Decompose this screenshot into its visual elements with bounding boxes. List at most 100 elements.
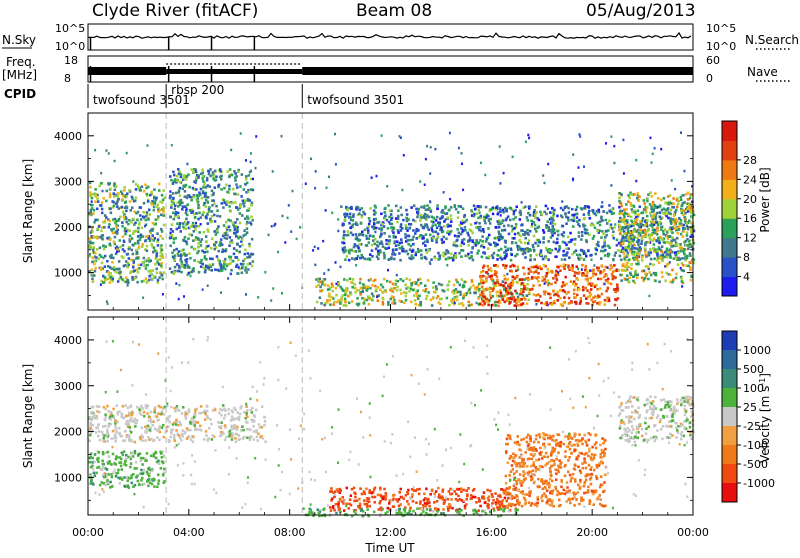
- power-cell: [380, 229, 383, 232]
- power-cell: [683, 224, 686, 227]
- power-cell: [597, 230, 600, 233]
- power-cell: [588, 210, 591, 213]
- power-cell: [567, 216, 570, 219]
- power-cell: [137, 271, 140, 274]
- velocity-cell: [114, 440, 117, 443]
- power-cell: [563, 268, 566, 271]
- power-cell: [646, 215, 649, 218]
- velocity-cell: [163, 413, 166, 416]
- power-cell: [554, 223, 557, 226]
- velocity-cell: [136, 419, 139, 422]
- power-cell: [597, 269, 600, 272]
- velocity-cell: [92, 424, 95, 427]
- power-cell: [236, 186, 239, 189]
- power-cell: [126, 206, 129, 209]
- power-cell: [101, 208, 104, 211]
- power-cell: [377, 253, 379, 256]
- power-cell: [94, 260, 97, 263]
- power-cell: [195, 181, 197, 184]
- power-cell: [342, 223, 345, 226]
- power-cell: [449, 225, 452, 228]
- power-cell: [524, 248, 527, 251]
- power-cell: [178, 298, 180, 301]
- power-cell: [683, 216, 686, 219]
- power-cell: [478, 288, 481, 291]
- power-cell: [496, 291, 499, 294]
- power-cell: [522, 290, 525, 293]
- power-cell: [519, 210, 522, 213]
- power-cell: [220, 269, 223, 272]
- power-cell: [109, 281, 112, 284]
- velocity-cell: [137, 453, 140, 456]
- power-cell: [127, 281, 129, 284]
- power-cell: [374, 206, 377, 209]
- power-cell: [156, 252, 159, 255]
- power-cell: [173, 238, 176, 241]
- velocity-cell: [170, 429, 173, 432]
- velocity-cell: [102, 463, 105, 466]
- power-cell: [350, 293, 353, 296]
- power-cell: [178, 270, 181, 273]
- power-cell: [201, 238, 204, 241]
- power-cell: [461, 163, 463, 166]
- power-cell: [88, 245, 91, 248]
- velocity-cell: [131, 452, 134, 455]
- power-cell: [335, 163, 337, 166]
- power-cell: [365, 235, 368, 238]
- power-cell: [630, 220, 633, 223]
- power-cell: [369, 235, 372, 238]
- power-cell: [504, 246, 507, 249]
- power-cell: [597, 222, 600, 225]
- power-cell: [397, 280, 400, 283]
- power-cell: [641, 259, 644, 262]
- power-cell: [464, 229, 467, 232]
- power-cell: [148, 257, 151, 260]
- power-cell: [247, 198, 250, 201]
- power-cell: [687, 208, 690, 211]
- power-cell: [464, 226, 467, 229]
- power-cell: [623, 239, 626, 242]
- power-cell: [496, 265, 499, 268]
- power-cell: [211, 269, 214, 272]
- power-cell: [368, 303, 371, 306]
- power-cell: [601, 266, 604, 269]
- power-cell: [125, 276, 128, 279]
- power-cell: [238, 266, 240, 269]
- power-cell: [344, 250, 347, 253]
- power-cell: [410, 245, 413, 248]
- power-cell: [689, 197, 691, 200]
- power-cell: [560, 289, 563, 292]
- velocity-cell: [182, 430, 185, 433]
- power-cell: [369, 258, 372, 261]
- velocity-cell: [257, 439, 260, 442]
- power-cell: [205, 205, 208, 208]
- power-cell: [690, 231, 693, 234]
- power-cell: [657, 237, 660, 240]
- power-cell: [159, 255, 162, 258]
- power-cell: [349, 227, 352, 230]
- power-cell: [349, 216, 352, 219]
- power-cell: [552, 225, 555, 228]
- freq-label: Freq.: [6, 55, 36, 69]
- power-cell: [682, 235, 685, 238]
- power-cell: [657, 197, 660, 200]
- power-cell: [681, 257, 683, 260]
- power-cell: [638, 232, 641, 235]
- velocity-cell: [512, 488, 515, 491]
- power-cell: [463, 281, 466, 284]
- cpid-label: CPID: [4, 87, 36, 101]
- power-cell: [450, 253, 453, 256]
- velocity-cell: [174, 410, 177, 413]
- power-cell: [211, 199, 214, 202]
- power-cell: [613, 237, 616, 240]
- velocity-cell: [261, 426, 264, 429]
- power-cell: [351, 281, 354, 284]
- power-cell: [178, 226, 181, 229]
- velocity-cell: [99, 439, 102, 442]
- power-cell: [508, 233, 511, 236]
- power-cell: [214, 248, 217, 251]
- velocity-cell: [190, 438, 193, 441]
- power-cell: [672, 226, 675, 229]
- power-cell: [346, 255, 349, 258]
- velocity-cell: [111, 485, 114, 488]
